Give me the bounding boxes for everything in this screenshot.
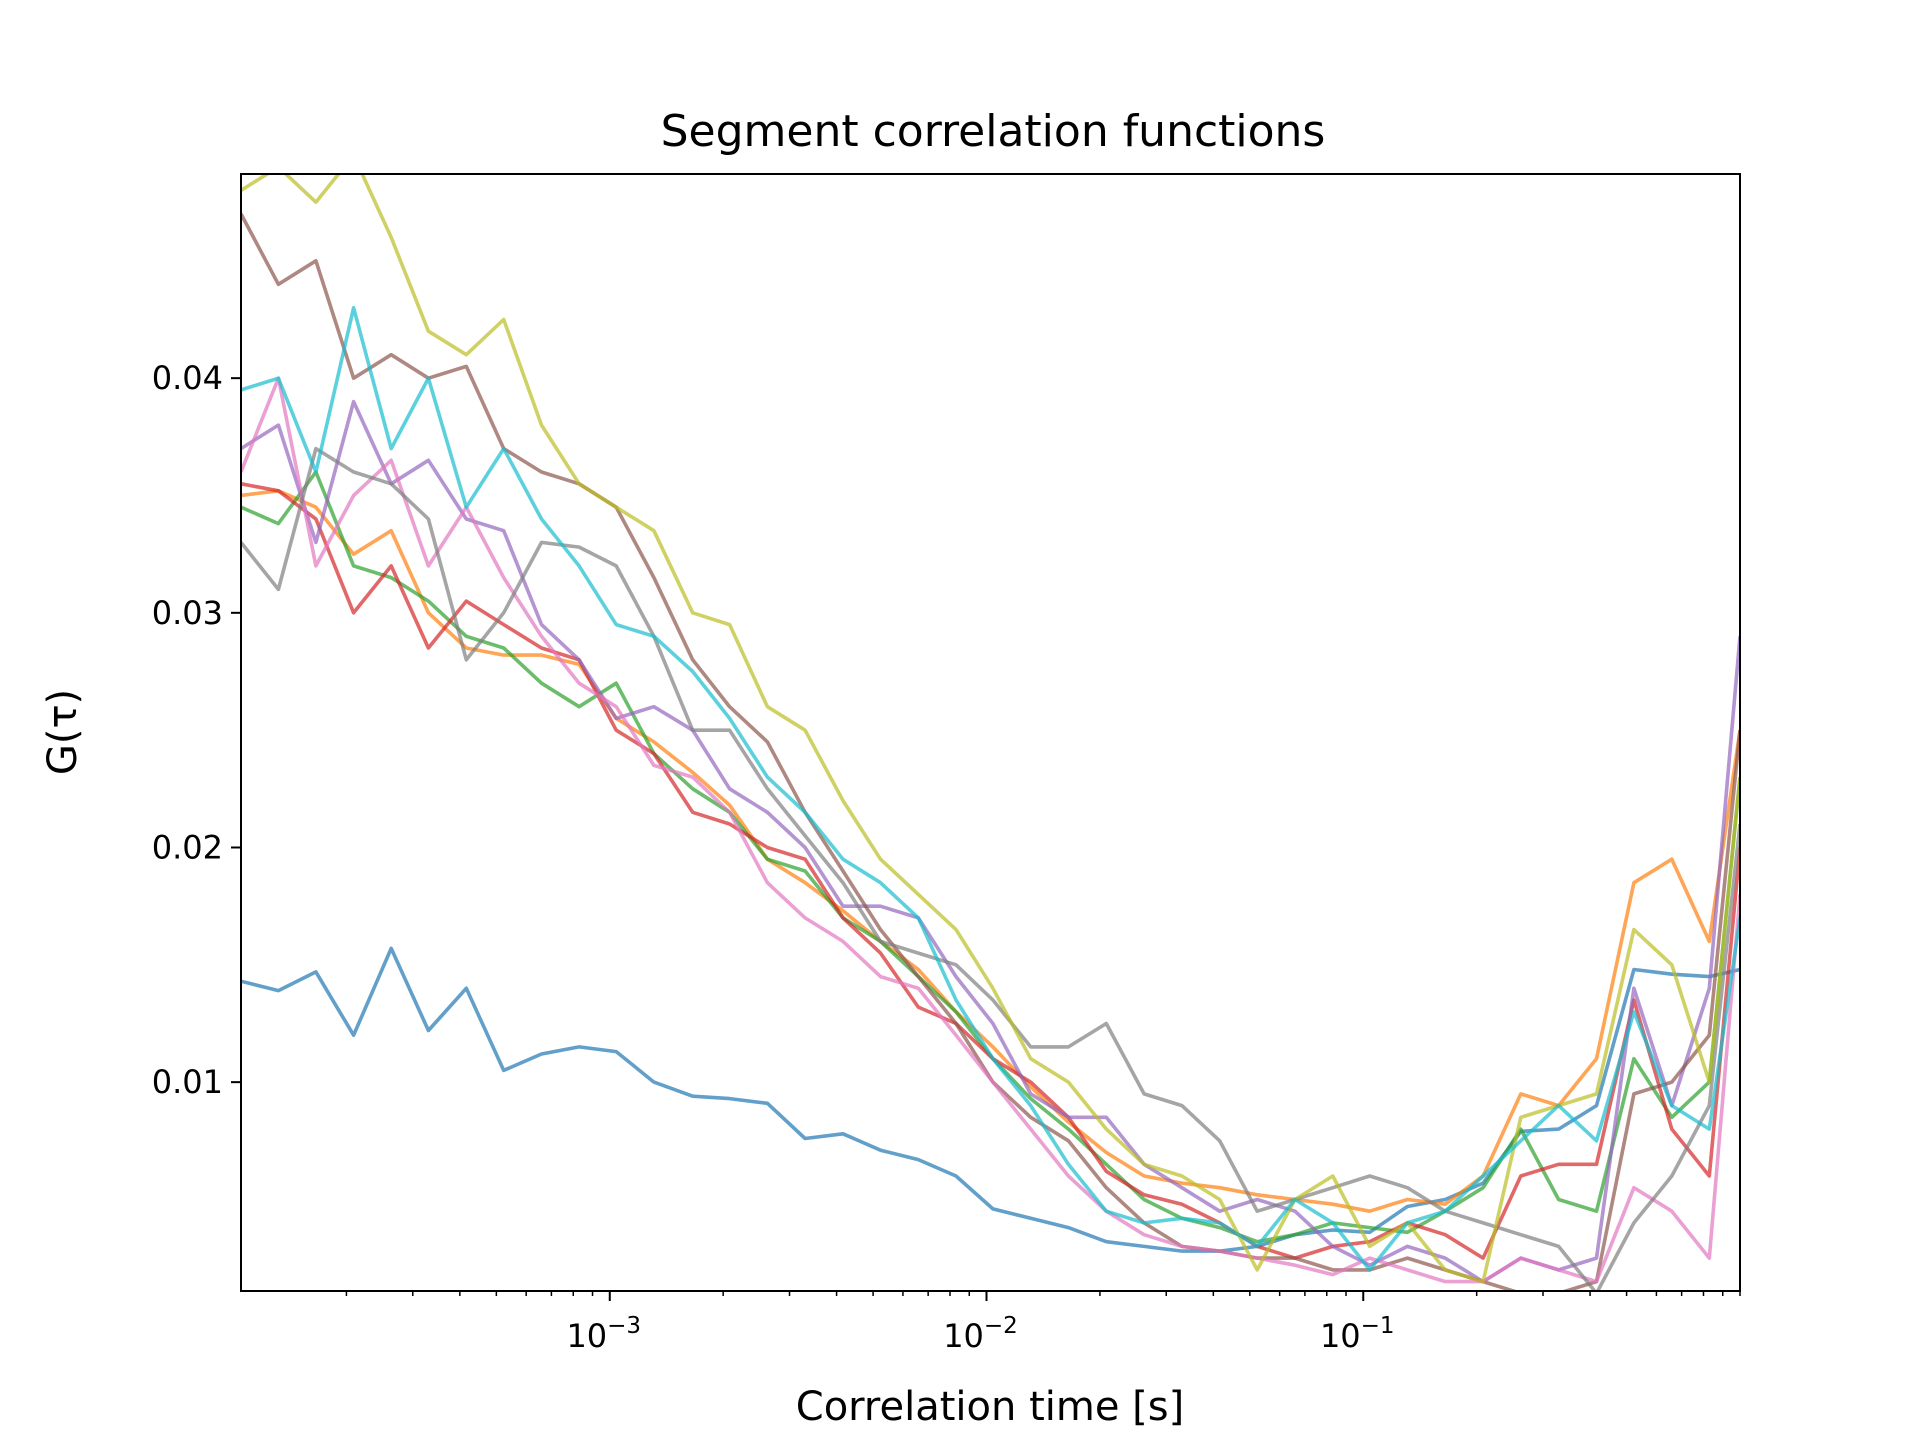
x-axis: 10−3 10−2 10−1 — [345, 1291, 1741, 1355]
x-tick-label-3: 10−1 — [1320, 1313, 1395, 1355]
x-tick-base: 10 — [943, 1317, 984, 1355]
series-layer — [241, 174, 1740, 1291]
x-tick-exponent: −3 — [607, 1313, 641, 1339]
y-tick-label-3: 0.03 — [152, 594, 223, 632]
y-tick-label-2: 0.02 — [152, 828, 223, 866]
y-axis: 0.01 0.02 0.03 0.04 — [152, 359, 241, 1101]
series-line-9 — [241, 174, 1740, 1284]
x-tick-label-1: 10−3 — [566, 1313, 641, 1355]
x-tick-base: 10 — [566, 1317, 607, 1355]
chart-title: Segment correlation functions — [661, 106, 1326, 157]
x-tick-exponent: −1 — [1361, 1313, 1395, 1339]
plot-frame — [240, 173, 1741, 1292]
series-line-2 — [241, 489, 1740, 1213]
x-tick-exponent: −2 — [984, 1313, 1018, 1339]
x-tick-base: 10 — [1320, 1317, 1361, 1355]
y-axis-label: G(τ) — [40, 689, 86, 775]
x-axis-label: Correlation time [s] — [796, 1384, 1184, 1430]
series-line-10 — [241, 306, 1740, 1272]
x-tick-label-2: 10−2 — [943, 1313, 1018, 1355]
y-tick-label-1: 0.01 — [152, 1063, 223, 1101]
y-tick-label-4: 0.04 — [152, 359, 223, 397]
series-line-7 — [241, 376, 1740, 1284]
